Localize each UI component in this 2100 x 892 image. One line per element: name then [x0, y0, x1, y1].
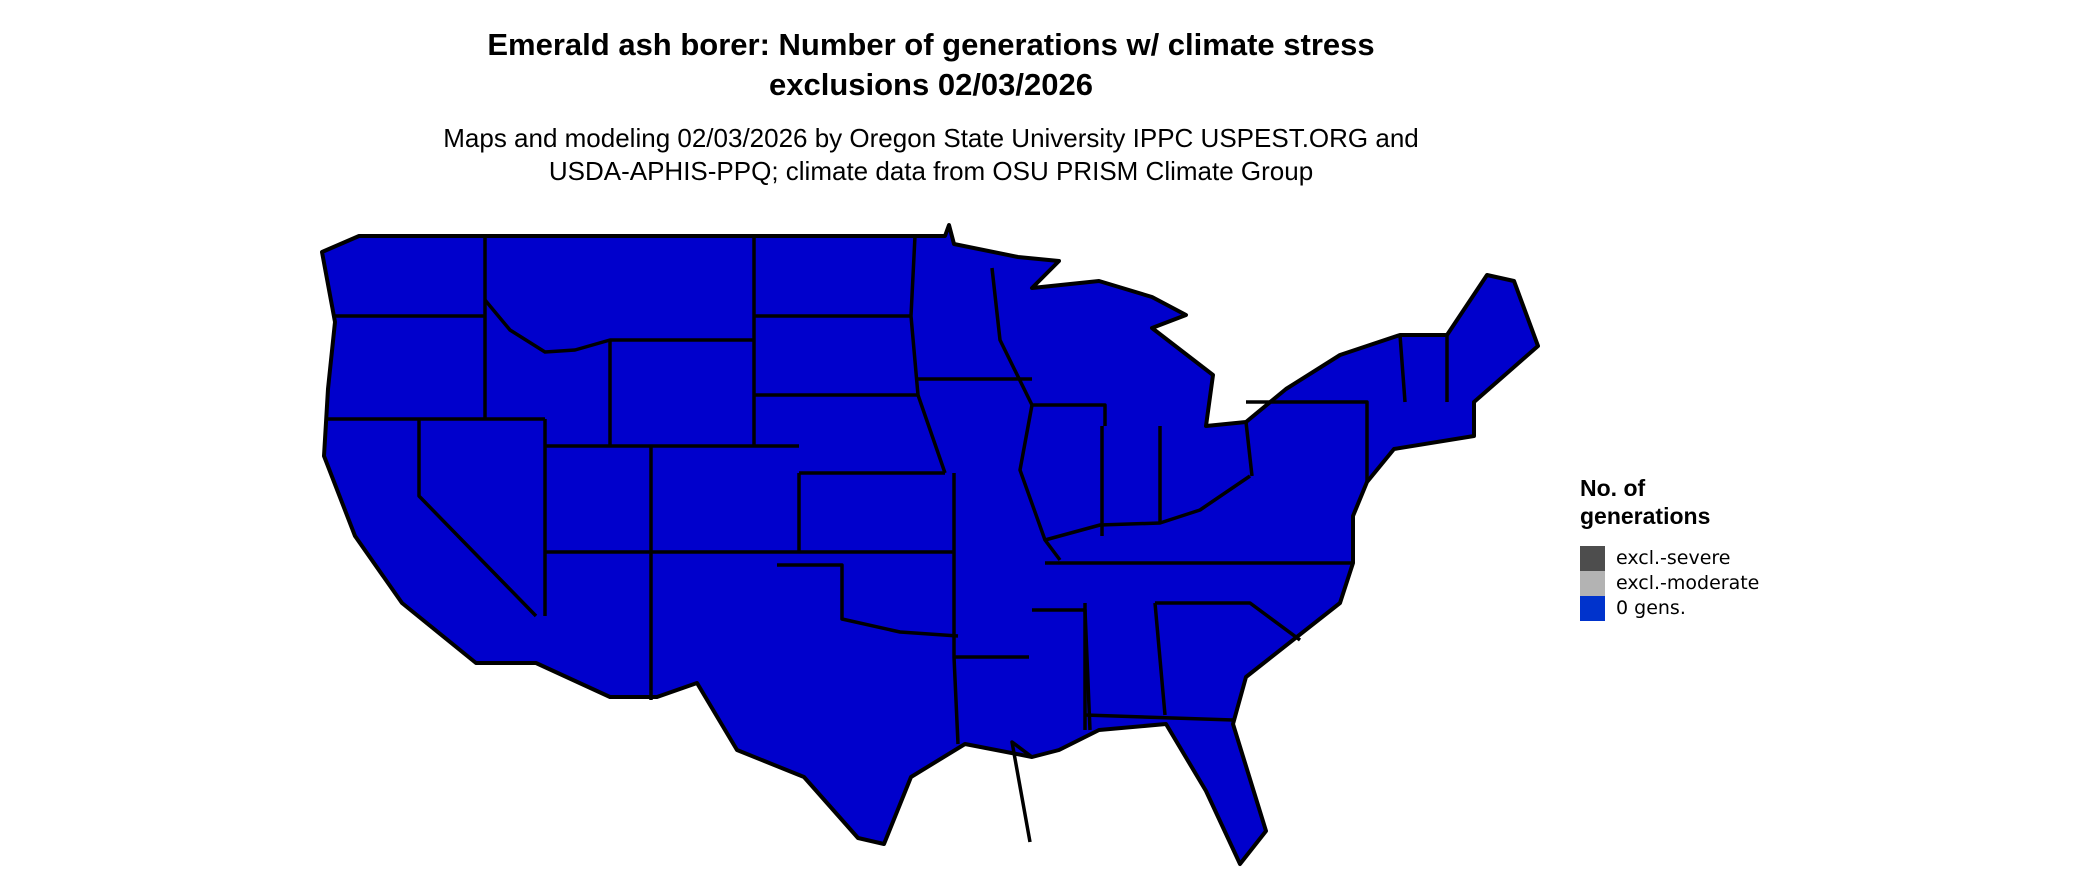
state-border	[1044, 474, 1251, 542]
state-border	[1010, 740, 1034, 843]
map-title-line-1: Emerald ash borer: Number of generations…	[487, 27, 1375, 62]
state-border	[1398, 334, 1407, 403]
state-borders	[328, 235, 1449, 843]
state-border	[417, 419, 538, 618]
subtitle-line-1: Maps and modeling 02/03/2026 by Oregon S…	[443, 123, 1419, 153]
legend-title-line-1: No. of	[1580, 475, 1646, 501]
legend-label-excl-moderate: excl.-moderate	[1616, 572, 1760, 594]
legend-swatch-excl-severe	[1580, 546, 1605, 571]
state-border	[1155, 601, 1302, 642]
state-border	[1244, 421, 1254, 477]
state-border	[990, 267, 1034, 406]
state-border	[1153, 602, 1167, 716]
state-border	[1084, 713, 1234, 722]
map-title-line-2: exclusions 02/03/2026	[768, 67, 1093, 102]
state-border	[1018, 404, 1062, 562]
legend-title-line-2: generations	[1580, 503, 1711, 529]
legend-label-0-gens: 0 gens.	[1616, 597, 1686, 619]
state-border	[1032, 403, 1107, 426]
legend-swatch-0-gens	[1580, 596, 1605, 621]
state-border	[777, 563, 959, 638]
state-border	[1246, 400, 1369, 482]
state-border	[909, 235, 947, 474]
subtitle-line-2: USDA-APHIS-PPQ; climate data from OSU PR…	[548, 156, 1314, 186]
legend-swatch-excl-moderate	[1580, 571, 1605, 596]
legend-label-excl-severe: excl.-severe	[1616, 547, 1731, 569]
state-border	[483, 298, 754, 354]
